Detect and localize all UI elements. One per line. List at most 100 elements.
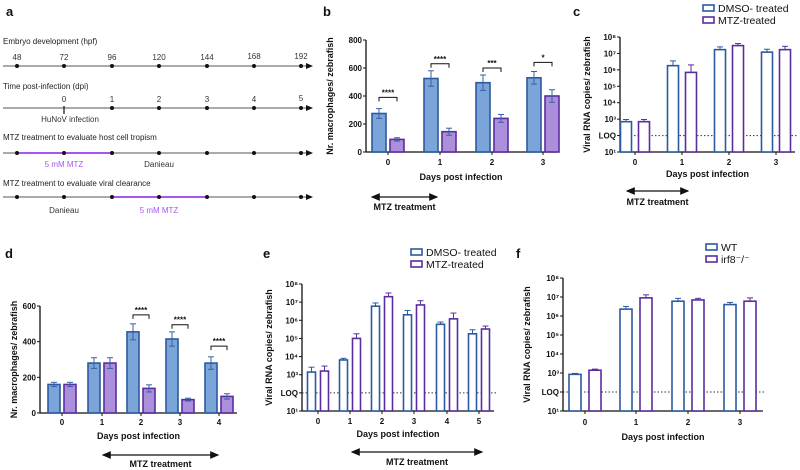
bar-series-1 [619,308,633,412]
y-axis-label: Viral RNA copies/ zebrafish [582,36,592,153]
x-tick-label: 1 [100,418,105,427]
significance-label: **** [382,88,395,97]
x-tick-label: 1 [680,158,685,167]
y-tick-label: 10³ [286,371,298,380]
y-tick-label: 10⁶ [546,312,559,321]
y-tick-label: 10⁶ [603,66,616,75]
timeline-dot [15,151,19,155]
x-axis-label: Days post infection [666,169,749,179]
y-tick-label: 400 [349,92,363,101]
significance-bracket [132,314,150,319]
bar-series-2 [778,48,792,153]
legend-label: DMSO- treated [718,3,789,15]
legend-swatch [702,4,715,12]
timeline-row-2-title: Time post-infection (dpi) [3,82,89,91]
panel-label-d: d [5,246,13,261]
x-tick-label: 4 [217,418,222,427]
significance-label: **** [174,316,187,325]
x-tick-label: 1 [438,158,443,167]
timeline-dot [299,64,303,68]
x-tick-label: 0 [633,158,638,167]
bar-series-1 [666,64,680,153]
timeline-dot [299,151,303,155]
bar-series-1 [87,362,101,414]
timeline-dot [205,106,209,110]
bar-series-1 [402,314,413,412]
significance-label: *** [487,59,497,68]
dpi-tick: 4 [252,95,257,104]
x-tick-label: 0 [386,158,391,167]
bar-series-2 [319,370,330,412]
y-tick-label: 10³ [547,369,559,378]
bar-series-2 [544,95,560,153]
y-tick-label: 10⁷ [286,298,298,307]
bar-series-2 [493,117,509,153]
timeline-dot [205,151,209,155]
timeline-dot [157,64,161,68]
bar-series-2 [480,328,491,412]
treatment-label: MTZ treatment [129,459,191,469]
x-tick-label: 2 [490,158,495,167]
y-tick-label: 10⁸ [603,33,616,42]
bar-series-1 [568,373,582,412]
panel-label-c: c [573,4,580,19]
y-tick-label: 10³ [604,115,616,124]
hpf-tick: 48 [13,53,22,62]
x-tick-label: 3 [412,417,417,426]
timeline-dot [15,64,19,68]
timeline-dot [252,106,256,110]
bar-series-1 [204,362,218,414]
significance-bracket [482,67,502,72]
bar-series-2 [743,300,757,412]
timeline-dot [252,64,256,68]
y-tick-label: LOQ [281,389,298,398]
bar-series-2 [691,299,705,412]
legend-swatch [705,255,718,263]
significance-bracket [171,324,189,329]
x-axis-label: Days post infection [621,432,704,442]
y-tick-label: 200 [23,373,37,382]
hpf-tick: 144 [200,53,214,62]
bar-series-1 [338,359,349,412]
legend-swatch [410,260,423,268]
timeline-dot [62,195,66,199]
bar-series-2 [383,295,394,412]
significance-bracket [533,61,553,67]
hpf-tick: 168 [247,52,261,61]
significance-label: * [541,53,545,62]
bar-series-1 [713,48,727,153]
bar-series-1 [126,331,140,414]
timeline-dot [110,64,114,68]
significance-label: **** [213,337,226,346]
x-tick-label: 0 [316,417,321,426]
bar-series-1 [370,305,381,412]
hpf-tick: 96 [108,53,117,62]
legend-label: MTZ-treated [718,15,776,27]
bar-series-1 [760,51,774,153]
y-tick-label: 0 [358,148,363,157]
bar-series-1 [526,77,542,153]
y-tick-label: 10⁷ [547,293,559,302]
significance-bracket [210,345,228,351]
timeline-dot [110,151,114,155]
y-tick-label: 600 [349,64,363,73]
timeline-row-1-title: Embryo development (hpf) [3,37,98,46]
bar-series-2 [684,71,698,153]
y-tick-label: 600 [23,302,37,311]
timeline-dot [62,64,66,68]
panel-label-a: a [6,4,14,19]
significance-label: **** [135,306,148,315]
timeline-dot [299,195,303,199]
dpi-tick: 0 [62,95,67,104]
y-axis-label: Viral RNA copies/ zebrafish [522,286,532,403]
y-tick-label: LOQ [599,132,616,141]
segment-label: 5 mM MTZ [45,160,84,169]
panel-label-e: e [263,246,270,261]
legend-label: WT [721,242,738,254]
timeline-dot [205,195,209,199]
legend-label: DMSO- treated [426,247,497,259]
bar-series-2 [731,44,745,153]
y-tick-label: 10⁸ [546,274,559,283]
panel-label-f: f [516,246,521,261]
y-tick-label: 200 [349,120,363,129]
